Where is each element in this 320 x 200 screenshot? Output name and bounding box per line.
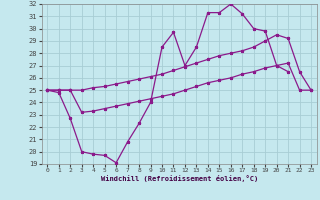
- X-axis label: Windchill (Refroidissement éolien,°C): Windchill (Refroidissement éolien,°C): [100, 175, 258, 182]
